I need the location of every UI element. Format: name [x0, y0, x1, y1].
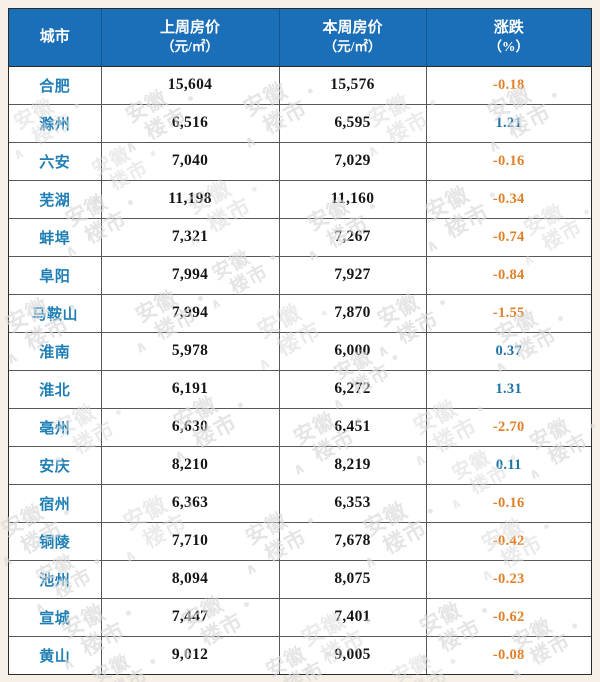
table-row: 芜湖 11,198 11,160 -0.34	[9, 179, 591, 218]
cell-change: 1.31	[426, 369, 591, 408]
cell-this-week-price: 7,029	[279, 141, 427, 180]
cell-last-week-price: 5,978	[101, 331, 280, 370]
cell-city: 宣城	[9, 597, 102, 636]
cell-this-week-price: 7,678	[279, 521, 427, 560]
column-header-city: 城市	[9, 9, 102, 67]
cell-this-week-price: 6,353	[279, 483, 427, 522]
column-header-last-week-price-label: 上周房价	[159, 20, 220, 37]
cell-change: 0.37	[426, 331, 591, 370]
cell-this-week-price: 6,272	[279, 369, 427, 408]
cell-last-week-price: 7,994	[101, 255, 280, 294]
table-row: 黄山 9,012 9,005 -0.08	[9, 635, 591, 674]
cell-change: 0.11	[426, 445, 591, 484]
cell-change: -0.62	[426, 597, 591, 636]
cell-this-week-price: 9,005	[279, 635, 427, 674]
cell-city: 滁州	[9, 103, 102, 142]
cell-last-week-price: 6,516	[101, 103, 280, 142]
cell-this-week-price: 7,870	[279, 293, 427, 332]
table-row: 安庆 8,210 8,219 0.11	[9, 445, 591, 484]
cell-change: -0.42	[426, 521, 591, 560]
cell-city: 芜湖	[9, 179, 102, 218]
cell-city: 淮南	[9, 331, 102, 370]
cell-this-week-price: 7,927	[279, 255, 427, 294]
column-header-this-week-price: 本周房价 （元/㎡）	[279, 9, 427, 67]
cell-city: 淮北	[9, 369, 102, 408]
cell-change: -0.84	[426, 255, 591, 294]
cell-city: 铜陵	[9, 521, 102, 560]
cell-change: -0.08	[426, 635, 591, 674]
cell-this-week-price: 8,219	[279, 445, 427, 484]
cell-last-week-price: 9,012	[101, 635, 280, 674]
header-row: 城市 上周房价 （元/㎡） 本周房价 （元/㎡） 涨跌 （%）	[9, 9, 591, 67]
table-row: 阜阳 7,994 7,927 -0.84	[9, 255, 591, 294]
cell-last-week-price: 11,198	[101, 179, 280, 218]
column-header-this-week-price-unit: （元/㎡）	[323, 39, 382, 55]
cell-last-week-price: 7,321	[101, 217, 280, 256]
cell-this-week-price: 8,075	[279, 559, 427, 598]
cell-this-week-price: 7,401	[279, 597, 427, 636]
cell-last-week-price: 8,094	[101, 559, 280, 598]
table-row: 铜陵 7,710 7,678 -0.42	[9, 521, 591, 560]
cell-this-week-price: 15,576	[279, 66, 427, 104]
cell-last-week-price: 7,710	[101, 521, 280, 560]
cell-this-week-price: 11,160	[279, 179, 427, 218]
table-row: 宿州 6,363 6,353 -0.16	[9, 483, 591, 522]
cell-last-week-price: 8,210	[101, 445, 280, 484]
cell-change: -0.16	[426, 483, 591, 522]
column-header-last-week-price: 上周房价 （元/㎡）	[101, 9, 280, 67]
cell-city: 阜阳	[9, 255, 102, 294]
cell-city: 蚌埠	[9, 217, 102, 256]
table-row: 六安 7,040 7,029 -0.16	[9, 141, 591, 180]
cell-city: 马鞍山	[9, 293, 102, 332]
table-row: 宣城 7,447 7,401 -0.62	[9, 597, 591, 636]
column-header-change-label: 涨跌	[493, 20, 524, 37]
column-header-city-label: 城市	[39, 29, 70, 46]
table-header: 城市 上周房价 （元/㎡） 本周房价 （元/㎡） 涨跌 （%）	[9, 9, 591, 67]
table-body: 合肥 15,604 15,576 -0.18 滁州 6,516 6,595 1.21 六安 7,0…	[9, 66, 591, 674]
price-table-container: 城市 上周房价 （元/㎡） 本周房价 （元/㎡） 涨跌 （%） 合肥 15,604…	[8, 8, 592, 675]
cell-this-week-price: 6,451	[279, 407, 427, 446]
cell-last-week-price: 7,040	[101, 141, 280, 180]
cell-change: -0.34	[426, 179, 591, 218]
table-row: 淮北 6,191 6,272 1.31	[9, 369, 591, 408]
column-header-change-unit: （%）	[488, 39, 530, 55]
cell-city: 池州	[9, 559, 102, 598]
cell-this-week-price: 6,595	[279, 103, 427, 142]
cell-last-week-price: 7,994	[101, 293, 280, 332]
column-header-change: 涨跌 （%）	[426, 9, 591, 67]
cell-change: 1.21	[426, 103, 591, 142]
table-row: 池州 8,094 8,075 -0.23	[9, 559, 591, 598]
table-row: 滁州 6,516 6,595 1.21	[9, 103, 591, 142]
cell-city: 合肥	[9, 66, 102, 104]
cell-last-week-price: 6,363	[101, 483, 280, 522]
cell-last-week-price: 6,191	[101, 369, 280, 408]
table-row: 合肥 15,604 15,576 -0.18	[9, 66, 591, 104]
cell-change: -0.23	[426, 559, 591, 598]
table-row: 马鞍山 7,994 7,870 -1.55	[9, 293, 591, 332]
cell-change: -0.16	[426, 141, 591, 180]
cell-this-week-price: 7,267	[279, 217, 427, 256]
table-row: 亳州 6,630 6,451 -2.70	[9, 407, 591, 446]
cell-last-week-price: 6,630	[101, 407, 280, 446]
table-row: 蚌埠 7,321 7,267 -0.74	[9, 217, 591, 256]
cell-change: -2.70	[426, 407, 591, 446]
cell-city: 宿州	[9, 483, 102, 522]
column-header-last-week-price-unit: （元/㎡）	[161, 39, 219, 55]
cell-change: -0.18	[492, 76, 525, 93]
column-header-this-week-price-label: 本周房价	[322, 20, 383, 37]
cell-city: 亳州	[9, 407, 102, 446]
cell-last-week-price: 7,447	[101, 597, 280, 636]
housing-price-table: 城市 上周房价 （元/㎡） 本周房价 （元/㎡） 涨跌 （%） 合肥 15,604…	[9, 9, 591, 674]
cell-last-week-price: 15,604	[101, 66, 280, 104]
cell-change: -0.74	[426, 217, 591, 256]
cell-city: 安庆	[9, 445, 102, 484]
cell-city: 黄山	[9, 635, 102, 674]
cell-this-week-price: 6,000	[279, 331, 427, 370]
cell-change: -1.55	[426, 293, 591, 332]
table-row: 淮南 5,978 6,000 0.37	[9, 331, 591, 370]
cell-city: 六安	[9, 141, 102, 180]
